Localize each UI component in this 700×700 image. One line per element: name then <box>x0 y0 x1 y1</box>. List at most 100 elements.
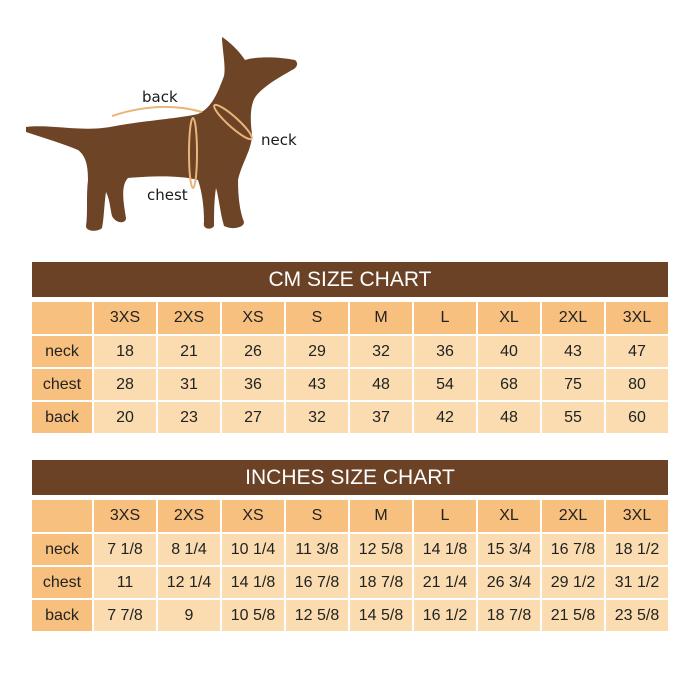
size-header-cell: XL <box>478 500 540 532</box>
size-header-row: 3XS 2XS XS S M L XL 2XL 3XL <box>32 500 668 532</box>
value-cell: 11 3/8 <box>286 534 348 565</box>
size-header-cell: 3XS <box>94 302 156 334</box>
chest-measure-ring <box>188 117 198 189</box>
size-header-cell: 2XL <box>542 500 604 532</box>
value-cell: 18 <box>94 336 156 367</box>
value-cell: 12 1/4 <box>158 567 220 598</box>
table-row: back 20 23 27 32 37 42 48 55 60 <box>32 402 668 433</box>
value-cell: 16 7/8 <box>542 534 604 565</box>
row-label: chest <box>32 567 92 598</box>
value-cell: 36 <box>414 336 476 367</box>
size-header-row: 3XS 2XS XS S M L XL 2XL 3XL <box>32 302 668 334</box>
value-cell: 14 5/8 <box>350 600 412 631</box>
value-cell: 21 5/8 <box>542 600 604 631</box>
value-cell: 31 1/2 <box>606 567 668 598</box>
value-cell: 26 3/4 <box>478 567 540 598</box>
value-cell: 9 <box>158 600 220 631</box>
value-cell: 55 <box>542 402 604 433</box>
value-cell: 18 1/2 <box>606 534 668 565</box>
back-label: back <box>142 88 178 106</box>
value-cell: 31 <box>158 369 220 400</box>
cm-size-table: 3XS 2XS XS S M L XL 2XL 3XL neck 18 21 26 29 32 36 40 43 4… <box>30 300 670 435</box>
value-cell: 48 <box>478 402 540 433</box>
value-cell: 48 <box>350 369 412 400</box>
size-header-cell: M <box>350 302 412 334</box>
value-cell: 42 <box>414 402 476 433</box>
value-cell: 23 <box>158 402 220 433</box>
dog-diagram <box>26 37 298 231</box>
value-cell: 29 1/2 <box>542 567 604 598</box>
row-label: back <box>32 600 92 631</box>
row-label: chest <box>32 369 92 400</box>
value-cell: 15 3/4 <box>478 534 540 565</box>
value-cell: 7 1/8 <box>94 534 156 565</box>
value-cell: 12 5/8 <box>350 534 412 565</box>
size-header-cell: S <box>286 302 348 334</box>
row-label: neck <box>32 534 92 565</box>
value-cell: 43 <box>542 336 604 367</box>
size-header-cell: 3XS <box>94 500 156 532</box>
value-cell: 18 7/8 <box>478 600 540 631</box>
row-label: back <box>32 402 92 433</box>
back-measure-line <box>111 105 203 117</box>
value-cell: 12 5/8 <box>286 600 348 631</box>
size-header-cell: L <box>414 302 476 334</box>
value-cell: 23 5/8 <box>606 600 668 631</box>
value-cell: 75 <box>542 369 604 400</box>
value-cell: 60 <box>606 402 668 433</box>
table-row: neck 7 1/8 8 1/4 10 1/4 11 3/8 12 5/8 14 1/8 15… <box>32 534 668 565</box>
cm-chart-title: CM SIZE CHART <box>32 262 668 297</box>
corner-cell <box>32 302 92 334</box>
value-cell: 32 <box>350 336 412 367</box>
value-cell: 21 <box>158 336 220 367</box>
row-label: neck <box>32 336 92 367</box>
value-cell: 16 1/2 <box>414 600 476 631</box>
value-cell: 8 1/4 <box>158 534 220 565</box>
cm-size-chart: CM SIZE CHART 3XS 2XS XS S M L XL 2XL 3XL neck 18 2… <box>32 262 668 435</box>
value-cell: 40 <box>478 336 540 367</box>
size-header-cell: XS <box>222 500 284 532</box>
table-row: chest 28 31 36 43 48 54 68 75 80 <box>32 369 668 400</box>
value-cell: 26 <box>222 336 284 367</box>
value-cell: 47 <box>606 336 668 367</box>
size-header-cell: XS <box>222 302 284 334</box>
value-cell: 37 <box>350 402 412 433</box>
value-cell: 11 <box>94 567 156 598</box>
size-header-cell: 2XL <box>542 302 604 334</box>
value-cell: 7 7/8 <box>94 600 156 631</box>
value-cell: 21 1/4 <box>414 567 476 598</box>
value-cell: 27 <box>222 402 284 433</box>
value-cell: 20 <box>94 402 156 433</box>
corner-cell <box>32 500 92 532</box>
value-cell: 10 1/4 <box>222 534 284 565</box>
value-cell: 14 1/8 <box>222 567 284 598</box>
size-header-cell: 3XL <box>606 302 668 334</box>
value-cell: 29 <box>286 336 348 367</box>
value-cell: 10 5/8 <box>222 600 284 631</box>
value-cell: 68 <box>478 369 540 400</box>
size-header-cell: XL <box>478 302 540 334</box>
value-cell: 14 1/8 <box>414 534 476 565</box>
size-header-cell: L <box>414 500 476 532</box>
neck-measure-ring <box>213 103 253 141</box>
value-cell: 80 <box>606 369 668 400</box>
value-cell: 18 7/8 <box>350 567 412 598</box>
table-row: neck 18 21 26 29 32 36 40 43 47 <box>32 336 668 367</box>
neck-label: neck <box>261 131 297 149</box>
size-header-cell: 3XL <box>606 500 668 532</box>
inches-size-chart: INCHES SIZE CHART 3XS 2XS XS S M L XL 2XL 3XL nec… <box>32 460 668 633</box>
inches-size-table: 3XS 2XS XS S M L XL 2XL 3XL neck 7 1/8 8 1/4 10 1/4 1… <box>30 498 670 633</box>
value-cell: 16 7/8 <box>286 567 348 598</box>
size-header-cell: 2XS <box>158 302 220 334</box>
dog-silhouette <box>26 37 298 231</box>
size-header-cell: 2XS <box>158 500 220 532</box>
chest-label: chest <box>147 186 188 204</box>
size-header-cell: M <box>350 500 412 532</box>
value-cell: 32 <box>286 402 348 433</box>
table-row: back 7 7/8 9 10 5/8 12 5/8 14 5/8 16 1/2 18 7/8… <box>32 600 668 631</box>
table-row: chest 11 12 1/4 14 1/8 16 7/8 18 7/8 21 1/4 26 … <box>32 567 668 598</box>
value-cell: 28 <box>94 369 156 400</box>
value-cell: 54 <box>414 369 476 400</box>
size-header-cell: S <box>286 500 348 532</box>
value-cell: 43 <box>286 369 348 400</box>
